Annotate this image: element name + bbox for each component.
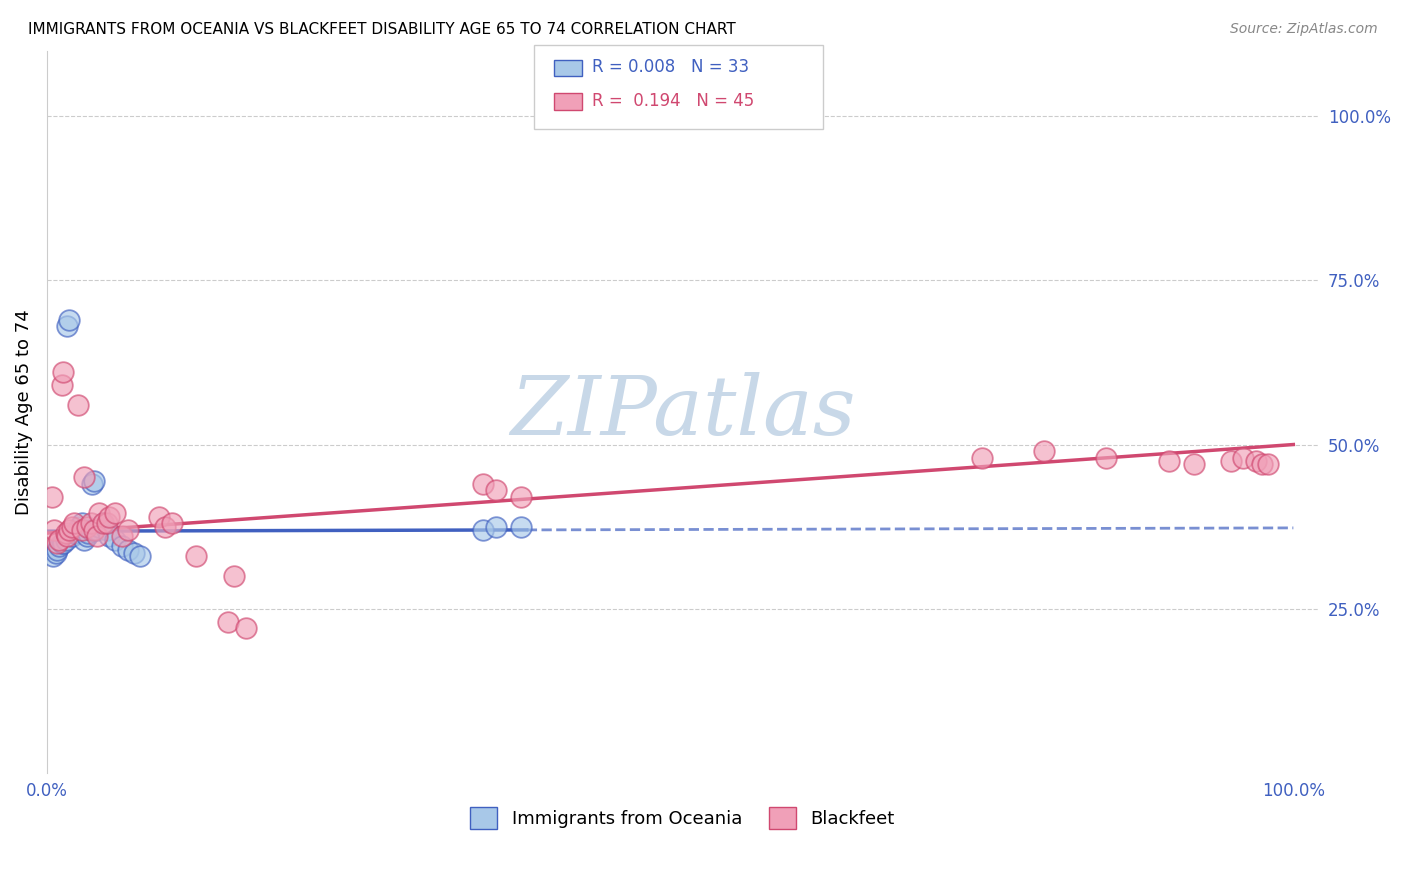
Legend: Immigrants from Oceania, Blackfeet: Immigrants from Oceania, Blackfeet bbox=[463, 799, 903, 836]
Point bbox=[56, 529, 79, 543]
Point bbox=[79, 516, 101, 531]
Point bbox=[1251, 457, 1274, 471]
Point bbox=[48, 533, 70, 547]
Point bbox=[55, 533, 77, 547]
Point bbox=[51, 378, 73, 392]
Point bbox=[970, 450, 993, 465]
Point bbox=[1244, 454, 1267, 468]
Point bbox=[67, 519, 90, 533]
Point bbox=[77, 526, 100, 541]
Text: R =  0.194   N = 45: R = 0.194 N = 45 bbox=[592, 92, 754, 110]
Point bbox=[60, 529, 83, 543]
Point bbox=[76, 529, 98, 543]
Point bbox=[160, 516, 183, 531]
Point bbox=[1157, 454, 1180, 468]
Point bbox=[98, 509, 121, 524]
Point bbox=[1182, 457, 1205, 471]
Text: R = 0.008   N = 33: R = 0.008 N = 33 bbox=[592, 58, 749, 76]
Point bbox=[45, 536, 67, 550]
Point bbox=[1220, 454, 1243, 468]
Point bbox=[58, 313, 80, 327]
Point bbox=[96, 523, 118, 537]
Point bbox=[484, 519, 506, 533]
Text: IMMIGRANTS FROM OCEANIA VS BLACKFEET DISABILITY AGE 65 TO 74 CORRELATION CHART: IMMIGRANTS FROM OCEANIA VS BLACKFEET DIS… bbox=[28, 22, 735, 37]
Point bbox=[111, 529, 134, 543]
Point bbox=[472, 477, 495, 491]
Point bbox=[91, 516, 114, 531]
Point bbox=[117, 523, 139, 537]
Point bbox=[63, 526, 86, 541]
Point bbox=[83, 474, 105, 488]
Point bbox=[76, 519, 98, 533]
Point bbox=[1232, 450, 1254, 465]
Point bbox=[70, 516, 93, 531]
Point bbox=[104, 507, 127, 521]
Point bbox=[60, 519, 83, 533]
Point bbox=[1095, 450, 1118, 465]
Point bbox=[96, 516, 118, 531]
Point bbox=[52, 536, 75, 550]
Point bbox=[91, 516, 114, 531]
Point bbox=[41, 490, 63, 504]
Point bbox=[217, 615, 239, 629]
Point bbox=[148, 509, 170, 524]
Point bbox=[51, 536, 73, 550]
Point bbox=[155, 519, 177, 533]
Point bbox=[89, 507, 111, 521]
Point bbox=[67, 398, 90, 412]
Point bbox=[111, 539, 134, 553]
Point bbox=[80, 477, 103, 491]
Point bbox=[86, 529, 108, 543]
Point bbox=[63, 516, 86, 531]
Point bbox=[45, 546, 67, 560]
Point bbox=[235, 621, 257, 635]
Point bbox=[42, 549, 65, 563]
Point bbox=[58, 523, 80, 537]
Point bbox=[70, 523, 93, 537]
Point bbox=[48, 539, 70, 553]
Point bbox=[509, 519, 531, 533]
Point bbox=[104, 533, 127, 547]
Point bbox=[89, 519, 111, 533]
Point bbox=[73, 470, 96, 484]
Point bbox=[117, 542, 139, 557]
Point bbox=[509, 490, 531, 504]
Point bbox=[44, 523, 66, 537]
Point bbox=[1257, 457, 1279, 471]
Point bbox=[45, 542, 67, 557]
Point bbox=[122, 546, 145, 560]
Point bbox=[83, 523, 105, 537]
Point bbox=[86, 523, 108, 537]
Point bbox=[55, 526, 77, 541]
Point bbox=[98, 529, 121, 543]
Point bbox=[73, 533, 96, 547]
Point bbox=[186, 549, 208, 563]
Point bbox=[67, 523, 90, 537]
Point bbox=[129, 549, 152, 563]
Point bbox=[484, 483, 506, 498]
Point bbox=[52, 365, 75, 379]
Y-axis label: Disability Age 65 to 74: Disability Age 65 to 74 bbox=[15, 309, 32, 515]
Text: ZIPatlas: ZIPatlas bbox=[510, 372, 855, 451]
Point bbox=[472, 523, 495, 537]
Point bbox=[222, 569, 245, 583]
Point bbox=[79, 523, 101, 537]
Point bbox=[56, 319, 79, 334]
Text: Source: ZipAtlas.com: Source: ZipAtlas.com bbox=[1230, 22, 1378, 37]
Point bbox=[1033, 444, 1056, 458]
